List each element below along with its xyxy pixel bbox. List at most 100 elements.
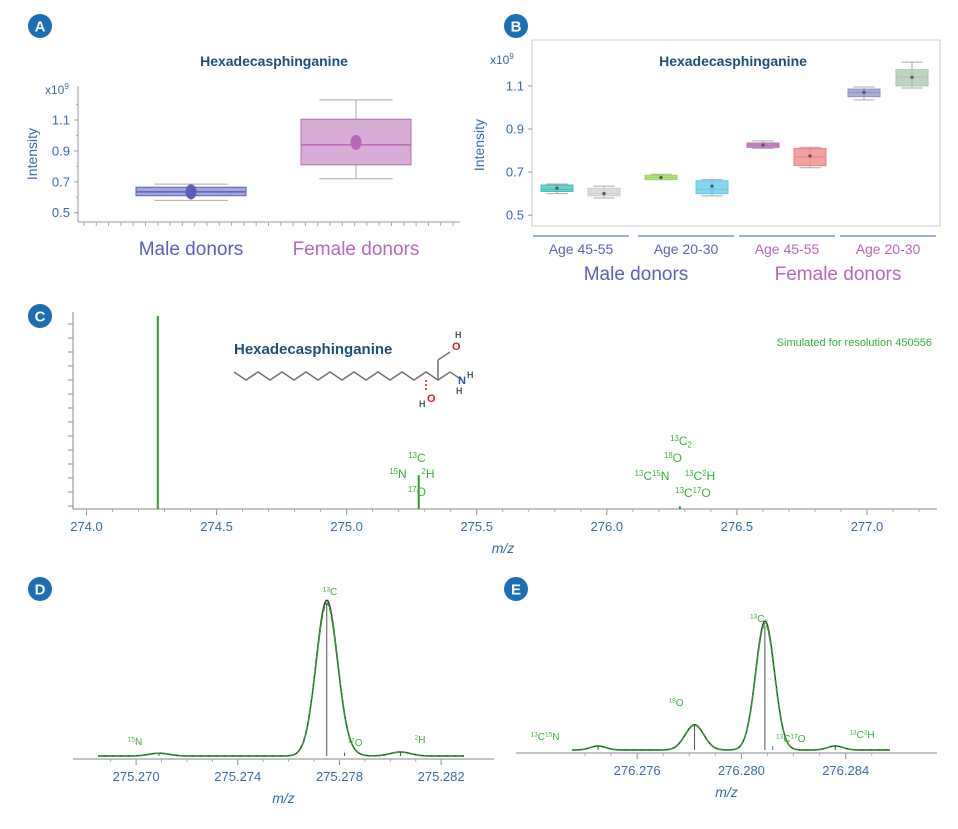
panel-d-profile: 275.270 275.274 275.278 275.282 m/z 15N 13C 17O… [73, 587, 494, 806]
panel-d-xtick-label: 275.270 [113, 769, 160, 784]
panel-a-mean-marker [185, 184, 197, 200]
panel-b-category-label: Age 20-30 [654, 241, 719, 257]
panel-c-xtick-label: 274.0 [70, 519, 103, 534]
panel-e-simulated-trace [572, 623, 890, 751]
panel-c-peak-label: 13C2H [685, 469, 715, 483]
panel-c-peak-label: 13C2 [670, 434, 692, 450]
panel-e-badge-label: E [511, 582, 521, 599]
panel-e-xlabel: m/z [715, 784, 738, 800]
panel-c-xtick-label: 275.0 [330, 519, 363, 534]
panel-a-ytick-label: 0.7 [52, 174, 70, 189]
panel-e-peak-label: 13C15N [531, 732, 560, 744]
panel-c-xtick-label: 276.5 [721, 519, 754, 534]
panel-e-profile: 276.276 276.280 276.284 m/z 13C15N 18O 13C2 13C… [516, 614, 937, 800]
atom-hn2: H [456, 386, 463, 396]
panel-d-badge: D [28, 577, 52, 601]
panel-d-peak-label: 2H [415, 735, 426, 747]
panel-e-peak-label: 13C2 [750, 614, 768, 627]
atom-h2: H [419, 399, 426, 409]
panel-c-annotation: Simulated for resolution 450556 [777, 337, 932, 349]
panel-b-badge-label: B [511, 19, 522, 36]
panel-b-ytick-label: 0.5 [506, 208, 524, 223]
panel-a-exponent: x109 [45, 82, 69, 97]
panel-c-peak-label: 17O [408, 485, 426, 499]
panel-d-xtick-label: 275.278 [316, 769, 363, 784]
panel-b-ytick-label: 1.1 [506, 78, 524, 93]
atom-n: N [458, 375, 466, 387]
panel-b-mean-marker [862, 90, 866, 94]
panel-a-title: Hexadecasphinganine [200, 53, 348, 69]
panel-c-peak-label: 15N [389, 467, 406, 481]
panel-b-category-label: Age 45-55 [549, 241, 614, 257]
atom-o1: O [452, 341, 461, 353]
panel-d-xlabel: m/z [272, 790, 295, 806]
panel-b-box-plot: Hexadecasphinganine 0.5 0.7 0.9 1.1 x109 Inten… [471, 39, 941, 285]
panel-b-ylabel: Intensity [471, 119, 487, 171]
panel-a-badge-label: A [35, 19, 46, 36]
panel-d-peak-label: 13C [323, 587, 337, 599]
panel-b-box [587, 187, 621, 197]
panel-e-xtick-label: 276.276 [614, 763, 661, 778]
panel-c-peak-label: 13C17O [675, 486, 710, 500]
panel-c-xtick-label: 276.0 [591, 519, 624, 534]
panel-d-badge-label: D [35, 582, 46, 599]
atom-o2: O [427, 393, 436, 405]
panel-b-mean-marker [659, 175, 663, 180]
panel-e-peak-label: 18O [668, 698, 683, 710]
panel-d-peak-label: 15N [128, 737, 142, 749]
panel-c-spectrum: 274.0 274.5 275.0 275.5 276.0 276.5 277.0 m/z Si… [68, 312, 937, 556]
panel-b-ytick-label: 0.7 [506, 165, 524, 180]
atom-h1: H [455, 330, 462, 340]
panel-b-category-label: Age 20-30 [856, 241, 921, 257]
panel-a-badge: A [28, 14, 52, 38]
panel-d-measured-trace [98, 599, 464, 757]
panel-a-ytick-label: 0.5 [52, 205, 70, 220]
panel-c-peak-label: 18O [664, 451, 682, 465]
panel-c-badge: C [28, 304, 52, 328]
panel-d-xtick-label: 275.274 [214, 769, 261, 784]
panel-e-xtick-label: 276.280 [718, 763, 765, 778]
panel-c-peak-label: 13C15N [635, 469, 670, 483]
panel-c-badge-label: C [35, 309, 46, 326]
panel-a-ylabel: Intensity [24, 128, 40, 180]
panel-a-group-label: Female donors [293, 239, 420, 260]
panel-d-xtick-label: 275.282 [418, 769, 465, 784]
structure-drawing: Hexadecasphinganine O H N H H O H [233, 330, 474, 409]
panel-d-peak-label: 17O [347, 738, 362, 750]
panel-c-peak-label: 13C [408, 451, 426, 465]
panel-a-mean-marker [350, 134, 362, 150]
panel-e-peak-label: 13C2H [849, 730, 874, 742]
alkyl-chain [233, 371, 451, 381]
panel-b-mean-marker [710, 184, 714, 188]
panel-e-measured-trace [572, 620, 890, 751]
structure-name: Hexadecasphinganine [234, 341, 392, 358]
panel-b-mean-marker [808, 154, 812, 158]
panel-b-group-label: Female donors [775, 264, 902, 285]
panel-e-xtick-label: 276.284 [822, 763, 869, 778]
panel-a-group-label: Male donors [139, 239, 244, 260]
panel-a-ytick-label: 1.1 [52, 113, 70, 128]
panel-d-simulated-trace [98, 602, 464, 757]
panel-e-peak-label: 13C17O [776, 734, 806, 746]
panel-a-ytick-label: 0.9 [52, 143, 70, 158]
panel-c-xtick-label: 274.5 [200, 519, 233, 534]
panel-b-ytick-label: 0.9 [506, 121, 524, 136]
panel-b-frame [531, 39, 941, 227]
panel-b-title: Hexadecasphinganine [659, 53, 807, 69]
panel-c-xtick-label: 275.5 [460, 519, 493, 534]
atom-hn1: H [467, 370, 474, 380]
panel-b-category-label: Age 45-55 [755, 241, 820, 257]
panel-b-group-label: Male donors [584, 264, 689, 285]
panel-b-mean-marker [555, 186, 559, 190]
panel-c-xtick-label: 277.0 [851, 519, 884, 534]
panel-c-peak-label: 2H [421, 467, 434, 481]
panel-b-exponent: x109 [490, 52, 514, 67]
panel-b-badge: B [504, 14, 528, 38]
amine-bond [449, 371, 463, 381]
panel-c-xlabel: m/z [492, 540, 515, 556]
panel-b-mean-marker [910, 75, 914, 79]
panel-b-mean-marker [602, 192, 606, 196]
panel-e-badge: E [504, 577, 528, 601]
hydroxymethyl-bond [437, 351, 451, 361]
